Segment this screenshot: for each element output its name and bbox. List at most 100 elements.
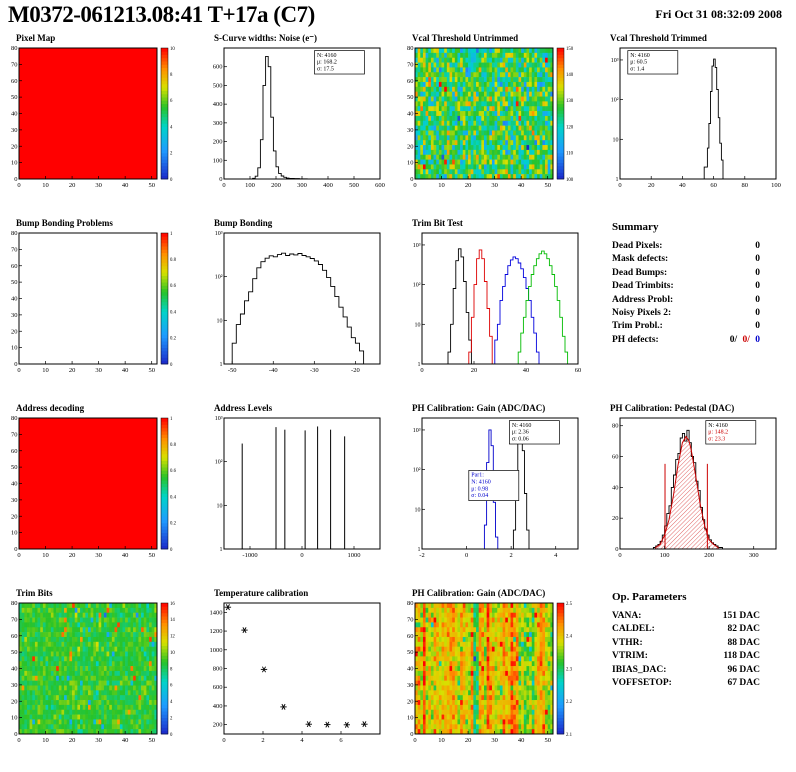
- plot-title: Address decoding: [16, 403, 85, 413]
- address-decoding-chart: 00.20.40.60.810 10 20 30 40 50010203040506070…: [11, 415, 177, 559]
- svg-text:10: 10: [42, 737, 49, 744]
- svg-text:400: 400: [213, 101, 223, 108]
- row-label: Dead Pixels:: [612, 241, 663, 251]
- svg-text:0: 0: [14, 361, 17, 368]
- bump-bonding-problems-chart: 00.20.40.60.810 10 20 30 40 50010203040506070…: [11, 230, 177, 374]
- plot-title: Bump Bonding Problems: [16, 218, 113, 228]
- row-label: Dead Trimbits:: [612, 281, 674, 292]
- svg-text:2.3: 2.3: [566, 667, 573, 672]
- ph-defects-red: 0/: [742, 334, 750, 345]
- svg-text:30: 30: [407, 127, 414, 134]
- plot-title: PH Calibration: Pedestal (DAC): [610, 403, 735, 413]
- svg-text:1000: 1000: [348, 552, 361, 559]
- svg-text:-2: -2: [419, 552, 424, 559]
- svg-text:2.2: 2.2: [566, 700, 573, 705]
- svg-text:60: 60: [575, 367, 582, 374]
- svg-text:40: 40: [518, 737, 525, 744]
- svg-text:20: 20: [407, 143, 414, 150]
- svg-text:110: 110: [566, 152, 574, 157]
- svg-text:6: 6: [170, 684, 173, 689]
- svg-text:80: 80: [742, 182, 749, 189]
- svg-text:50: 50: [148, 552, 155, 559]
- svg-text:30: 30: [11, 682, 18, 689]
- svg-text:0: 0: [14, 546, 17, 553]
- svg-text:20: 20: [11, 513, 18, 520]
- svg-text:4: 4: [170, 125, 173, 130]
- svg-text:30: 30: [11, 497, 18, 504]
- svg-text:40: 40: [407, 666, 414, 673]
- svg-text:0: 0: [170, 548, 173, 553]
- panel-vcal-untrimmed: Vcal Threshold Untrimmed 100 110 120 130 140…: [398, 30, 596, 215]
- svg-text:0: 0: [618, 552, 621, 559]
- row-value: 0: [755, 308, 760, 319]
- svg-text:20: 20: [11, 143, 18, 150]
- pixel-map-chart: 0 2 4 6 8 10 0 10 20 30 40 50 0 10 20 30 40 50 60 70 80: [11, 45, 175, 189]
- svg-text:0: 0: [222, 737, 225, 744]
- svg-text:10: 10: [11, 345, 18, 352]
- svg-text:0: 0: [413, 182, 416, 189]
- svg-text:50: 50: [544, 737, 551, 744]
- row-value: 67 DAC: [727, 678, 760, 689]
- svg-text:20: 20: [11, 698, 18, 705]
- temperature-calibration-chart: 0 2 4 6 200 400 600 800 1000 1200 1400: [210, 602, 381, 744]
- row-label: PH defects:: [612, 334, 659, 345]
- svg-text:1: 1: [170, 232, 173, 237]
- svg-text:20: 20: [69, 367, 76, 374]
- svg-text:0.8: 0.8: [170, 443, 177, 448]
- svg-text:0: 0: [170, 178, 173, 183]
- svg-text:80: 80: [11, 415, 18, 422]
- scurve-noise-chart: 0 100 200 300 400 500 600 0 100 200 300 400 500 600 N:…: [213, 47, 385, 189]
- svg-text:0: 0: [420, 367, 423, 374]
- svg-text:σ: 23.3: σ: 23.3: [708, 437, 725, 443]
- op-row-vthr: VTHR: 88 DAC: [612, 637, 760, 650]
- svg-text:0.6: 0.6: [170, 469, 177, 474]
- svg-text:1: 1: [418, 547, 421, 553]
- svg-text:60: 60: [11, 448, 18, 455]
- svg-text:0.2: 0.2: [170, 522, 177, 527]
- svg-text:10: 10: [170, 651, 175, 656]
- svg-text:2.5: 2.5: [566, 602, 573, 607]
- row-label: Trim Probl.:: [612, 321, 663, 332]
- svg-text:200: 200: [271, 182, 281, 189]
- summary-row-dead-pixels: Dead Pixels: 0: [612, 240, 760, 253]
- svg-text:2: 2: [261, 737, 264, 744]
- svg-text:N: 4160: N: 4160: [708, 423, 728, 429]
- svg-text:300: 300: [749, 552, 759, 559]
- plot-title: Address Levels: [214, 403, 273, 413]
- svg-text:10: 10: [11, 160, 18, 167]
- svg-text:70: 70: [11, 61, 18, 68]
- svg-text:10³: 10³: [611, 58, 619, 64]
- svg-text:200: 200: [704, 552, 714, 559]
- svg-text:100: 100: [245, 182, 255, 189]
- svg-text:-30: -30: [310, 367, 319, 374]
- svg-text:10: 10: [407, 715, 414, 722]
- svg-text:10²: 10²: [611, 98, 619, 104]
- panel-address-decoding: Address decoding 0 0.2 0.4 0.6 0.8 1 0 10 20 30 40…: [2, 400, 200, 585]
- svg-text:30: 30: [95, 367, 102, 374]
- svg-text:0.6: 0.6: [170, 284, 177, 289]
- svg-text:0.4: 0.4: [170, 495, 177, 500]
- bump-bonding-chart: -50 -40 -30 -20 1 10 10² 10³: [215, 231, 381, 374]
- svg-text:1: 1: [220, 362, 223, 368]
- svg-text:10: 10: [415, 507, 421, 513]
- address-levels-chart: -1000 0 1000 1 10 10² 10³: [215, 416, 381, 559]
- svg-text:10: 10: [613, 137, 619, 143]
- svg-text:10: 10: [415, 322, 421, 328]
- ph-defects-black: 0/: [729, 334, 738, 345]
- svg-text:60: 60: [11, 633, 18, 640]
- svg-text:0: 0: [465, 552, 468, 559]
- svg-text:-20: -20: [351, 367, 360, 374]
- svg-text:1: 1: [220, 547, 223, 553]
- row-value: 118 DAC: [723, 651, 760, 662]
- svg-text:60: 60: [407, 633, 414, 640]
- svg-text:800: 800: [213, 666, 223, 673]
- row-label: Noisy Pixels 2:: [612, 308, 672, 319]
- ph-gain-map-chart: 2.1 2.2 2.3 2.4 2.5 0 10 20 30 40 50 0 10 20 30 40 50 60 7…: [407, 600, 573, 744]
- svg-text:100: 100: [771, 182, 781, 189]
- svg-text:10: 10: [11, 530, 18, 537]
- svg-text:60: 60: [710, 182, 717, 189]
- svg-text:50: 50: [11, 279, 18, 286]
